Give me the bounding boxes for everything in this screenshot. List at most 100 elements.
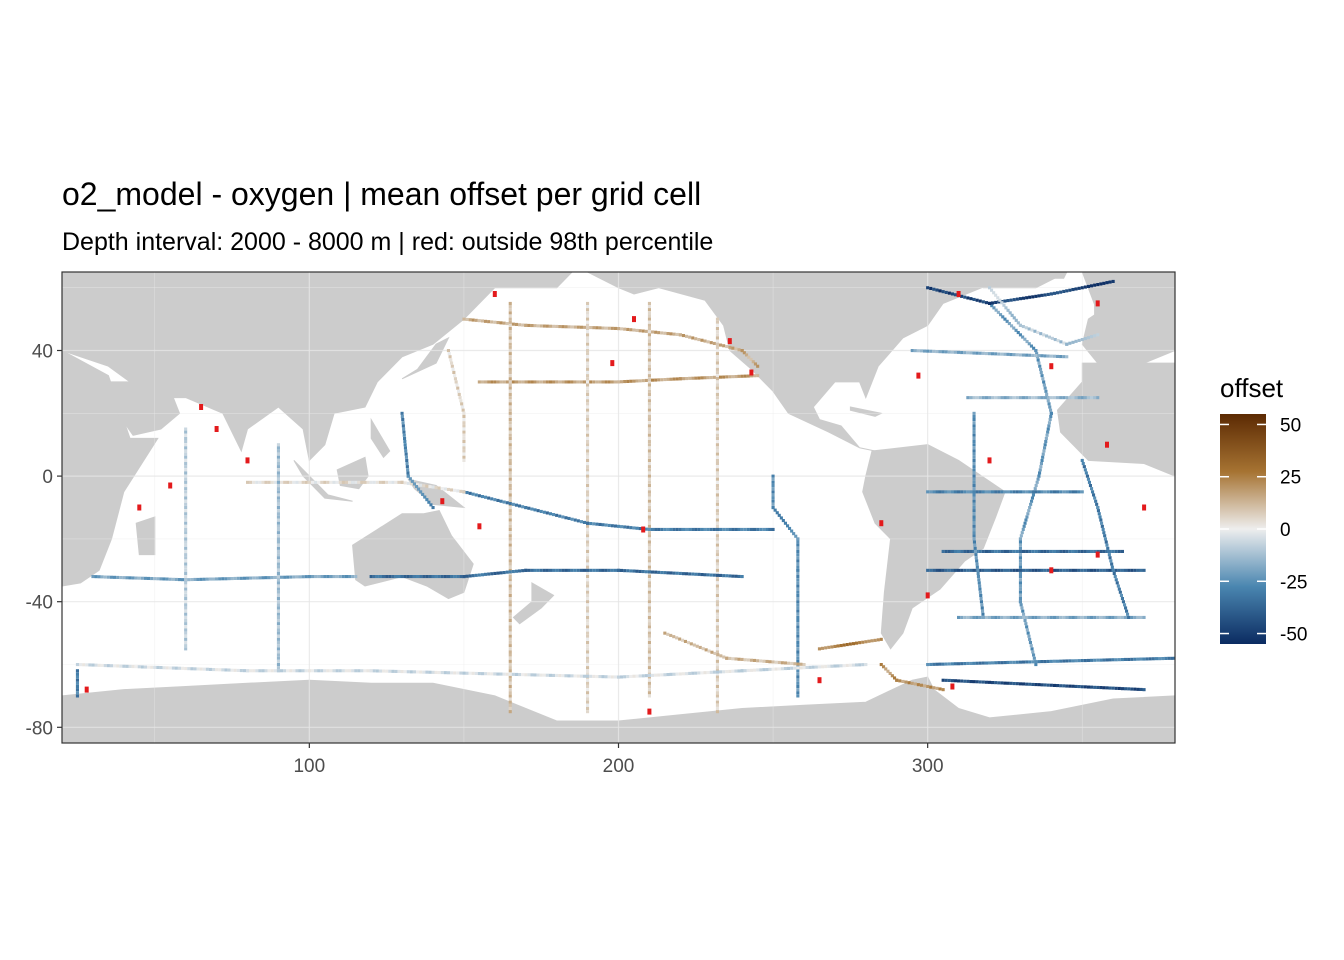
offset-cell: [991, 352, 995, 356]
offset-cell: [715, 333, 719, 337]
offset-cell: [1000, 396, 1004, 400]
offset-cell: [159, 577, 163, 581]
offset-cell: [1161, 657, 1165, 661]
offset-cell: [1009, 568, 1013, 572]
offset-cell: [75, 675, 79, 679]
offset-cell: [1022, 524, 1026, 528]
offset-cell: [184, 600, 188, 604]
offset-cell: [1139, 615, 1143, 619]
offset-cell: [1090, 658, 1094, 662]
offset-cell: [586, 597, 590, 601]
offset-cell: [715, 355, 719, 359]
offset-cell: [1136, 568, 1140, 572]
offset-cell: [514, 503, 518, 507]
offset-cell: [1028, 549, 1032, 553]
offset-cell: [586, 512, 590, 516]
offset-cell: [715, 521, 719, 525]
offset-cell: [1031, 396, 1035, 400]
offset-cell: [468, 671, 472, 675]
offset-cell: [1071, 490, 1075, 494]
offset-cell: [1133, 657, 1137, 661]
offset-cell: [1003, 317, 1007, 321]
offset-cell: [1110, 565, 1114, 569]
offset-cell: [691, 671, 695, 675]
offset-cell: [660, 527, 664, 531]
offset-cell: [496, 571, 500, 575]
offset-cell: [647, 597, 651, 601]
offset-cell: [994, 568, 998, 572]
offset-cell: [647, 570, 651, 574]
offset-cell: [647, 675, 651, 679]
offset-cell: [453, 377, 457, 381]
offset-cell: [1015, 549, 1019, 553]
offset-cell: [1117, 549, 1121, 553]
offset-cell: [332, 669, 336, 673]
offset-cell: [323, 669, 327, 673]
offset-cell: [471, 671, 475, 675]
offset-cell: [715, 590, 719, 594]
offset-cell: [548, 512, 552, 516]
offset-cell: [697, 572, 701, 576]
offset-cell: [408, 477, 412, 481]
offset-cell: [508, 408, 512, 412]
offset-cell: [626, 327, 630, 331]
offset-cell: [994, 293, 998, 297]
offset-cell: [586, 650, 590, 654]
offset-cell: [620, 568, 624, 572]
offset-cell: [613, 524, 617, 528]
offset-cell: [647, 352, 651, 356]
offset-cell: [1031, 490, 1035, 494]
offset-cell: [715, 477, 719, 481]
outlier-cell: [641, 526, 646, 533]
offset-cell: [586, 317, 590, 321]
offset-cell: [715, 433, 719, 437]
offset-cell: [988, 615, 992, 619]
offset-cell: [508, 502, 512, 506]
offset-cell: [208, 577, 212, 581]
offset-cell: [1096, 333, 1100, 337]
offset-cell: [403, 670, 407, 674]
offset-cell: [586, 323, 590, 327]
offset-cell: [647, 370, 651, 374]
offset-cell: [586, 524, 590, 528]
offset-cell: [1068, 684, 1072, 688]
offset-cell: [1111, 279, 1115, 283]
offset-cell: [935, 288, 939, 292]
offset-cell: [496, 380, 500, 384]
offset-cell: [508, 465, 512, 469]
offset-cell: [508, 374, 512, 378]
offset-cell: [796, 644, 800, 648]
offset-cell: [1018, 682, 1022, 686]
offset-cell: [508, 424, 512, 428]
offset-cell: [409, 670, 413, 674]
offset-cell: [332, 575, 336, 579]
offset-cell: [935, 350, 939, 354]
offset-cell: [1037, 354, 1041, 358]
offset-cell: [1038, 471, 1042, 475]
offset-cell: [502, 380, 506, 384]
offset-cell: [453, 488, 457, 492]
offset-cell: [715, 392, 719, 396]
offset-cell: [1142, 657, 1146, 661]
offset-cell: [632, 569, 636, 573]
offset-cell: [623, 327, 627, 331]
offset-cell: [975, 562, 979, 566]
offset-cell: [796, 612, 800, 616]
offset-cell: [737, 574, 741, 578]
offset-cell: [184, 506, 188, 510]
offset-cell: [524, 506, 528, 510]
offset-cell: [1105, 549, 1109, 553]
offset-cell: [1133, 615, 1137, 619]
offset-cell: [276, 637, 280, 641]
offset-cell: [1170, 656, 1174, 660]
offset-cell: [629, 569, 633, 573]
offset-cell: [508, 433, 512, 437]
offset-cell: [839, 644, 843, 648]
offset-cell: [980, 606, 984, 610]
offset-cell: [713, 651, 717, 655]
offset-cell: [978, 299, 982, 303]
track-4: [647, 301, 651, 698]
offset-cell: [1083, 285, 1087, 289]
offset-cell: [1077, 286, 1081, 290]
offset-cell: [715, 380, 719, 384]
